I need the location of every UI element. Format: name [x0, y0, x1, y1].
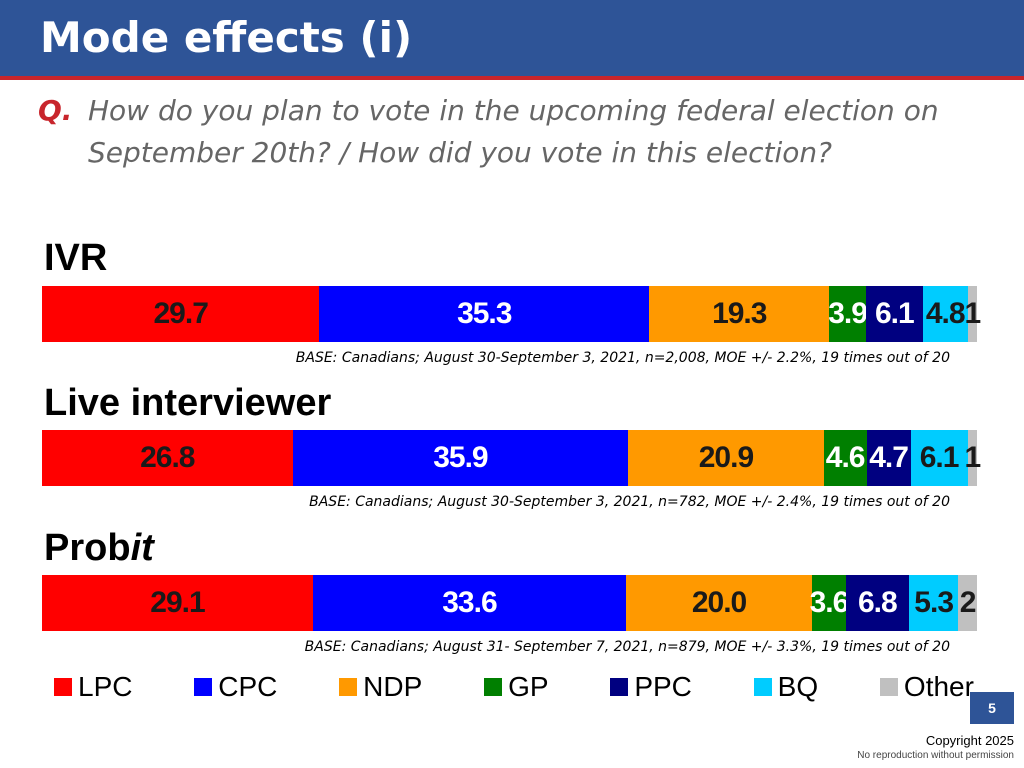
legend-item-cpc: CPC	[194, 670, 277, 704]
legend-label: CPC	[218, 671, 278, 702]
data-label: 5.3	[914, 586, 954, 619]
legend-item-gp: GP	[484, 670, 549, 704]
data-label: 4.6	[825, 441, 866, 474]
bar-segment-ppc: 6.8	[845, 575, 909, 631]
group-label: Live interviewer	[44, 382, 332, 424]
data-label: 29.1	[150, 586, 205, 619]
stacked-bar: 26.8 35.9 20.9 4.6 4.7 6.1 1	[42, 430, 981, 486]
legend-swatch	[879, 678, 898, 696]
bar-segment-other: 1	[964, 286, 981, 342]
bar-segment-other: 2	[958, 575, 977, 631]
data-label: 20.9	[698, 441, 754, 474]
data-label: 6.1	[919, 441, 960, 474]
legend-label: PPC	[634, 671, 692, 702]
data-label: 19.3	[712, 297, 767, 330]
bar-segment-cpc: 33.6	[313, 575, 626, 631]
base-note: BASE: Canadians; August 31- September 7,…	[304, 639, 950, 655]
data-label: 26.8	[140, 441, 195, 474]
copyright-notice: Copyright 2025	[925, 733, 1014, 748]
group-label: Probit	[44, 527, 154, 569]
page-number: 5	[970, 692, 1014, 724]
slide-title: Mode effects (i)	[40, 13, 413, 62]
data-label: 20.0	[691, 586, 747, 619]
legend-item-bq: BQ	[753, 670, 819, 704]
data-label: 2	[959, 586, 977, 619]
legend-swatch	[339, 678, 358, 696]
data-label: 33.6	[442, 586, 497, 619]
legend-item-other: Other	[879, 670, 974, 704]
bar-segment-ppc: 6.1	[865, 286, 923, 342]
legend-item-ppc: PPC	[610, 670, 692, 704]
bar-segment-lpc: 26.8	[42, 430, 293, 486]
bar-segment-gp: 4.6	[823, 430, 867, 486]
bar-segment-bq: 6.1	[910, 430, 968, 486]
legend-swatch	[753, 678, 772, 696]
legend-item-ndp: NDP	[339, 670, 422, 704]
bar-segment-cpc: 35.9	[292, 430, 629, 486]
legend-label: BQ	[777, 671, 819, 702]
group-label: IVR	[44, 237, 108, 279]
bar-segment-other: 1	[964, 430, 981, 486]
data-label: 3.6	[809, 586, 850, 619]
data-label: 6.1	[874, 297, 915, 330]
legend-item-lpc: LPC	[54, 670, 132, 704]
data-label: 35.9	[433, 441, 488, 474]
bar-segment-gp: 3.9	[828, 286, 868, 342]
data-label: 4.8	[925, 297, 966, 330]
chart-legend: LPC CPC NDP GP PPC BQ Other	[54, 670, 974, 704]
bar-segment-lpc: 29.1	[42, 575, 313, 631]
base-note: BASE: Canadians; August 30-September 3, …	[295, 350, 950, 366]
bar-segment-bq: 5.3	[908, 575, 959, 631]
legend-swatch	[610, 678, 629, 696]
title-bar	[0, 0, 1024, 76]
question-text: How do you plan to vote in the upcoming …	[88, 94, 939, 169]
legend-label: GP	[508, 671, 549, 702]
stacked-bar: 29.7 35.3 19.3 3.9 6.1 4.8 1	[42, 286, 981, 342]
bar-segment-cpc: 35.3	[319, 286, 650, 342]
data-label: 6.8	[857, 586, 898, 619]
legend-label: LPC	[78, 671, 133, 702]
bar-segment-ndp: 20.9	[628, 430, 824, 486]
data-label: 4.7	[869, 441, 909, 474]
data-label: 1	[964, 441, 981, 474]
bar-segment-ppc: 4.7	[866, 430, 911, 486]
bar-segment-gp: 3.6	[809, 575, 850, 631]
data-label: 29.7	[153, 297, 209, 330]
bar-segment-lpc: 29.7	[42, 286, 320, 342]
legend-swatch	[194, 678, 213, 696]
data-label: 1	[964, 297, 981, 330]
legend-swatch	[484, 678, 503, 696]
data-label: 3.9	[828, 297, 868, 330]
data-label: 35.3	[457, 297, 512, 330]
legend-swatch	[54, 678, 72, 696]
legend-label: NDP	[363, 671, 423, 702]
bar-segment-bq: 4.8	[922, 286, 968, 342]
question-marker: Q.	[38, 94, 73, 127]
stacked-bar: 29.1 33.6 20.0 3.6 6.8 5.3 2	[42, 575, 977, 631]
no-reproduction-notice: No reproduction without permission	[857, 750, 1014, 761]
title-bar-rule	[0, 76, 1024, 80]
bar-segment-ndp: 19.3	[649, 286, 830, 342]
bar-segment-ndp: 20.0	[625, 575, 813, 631]
base-note: BASE: Canadians; August 30-September 3, …	[309, 494, 950, 510]
legend-label: Other	[903, 671, 974, 702]
